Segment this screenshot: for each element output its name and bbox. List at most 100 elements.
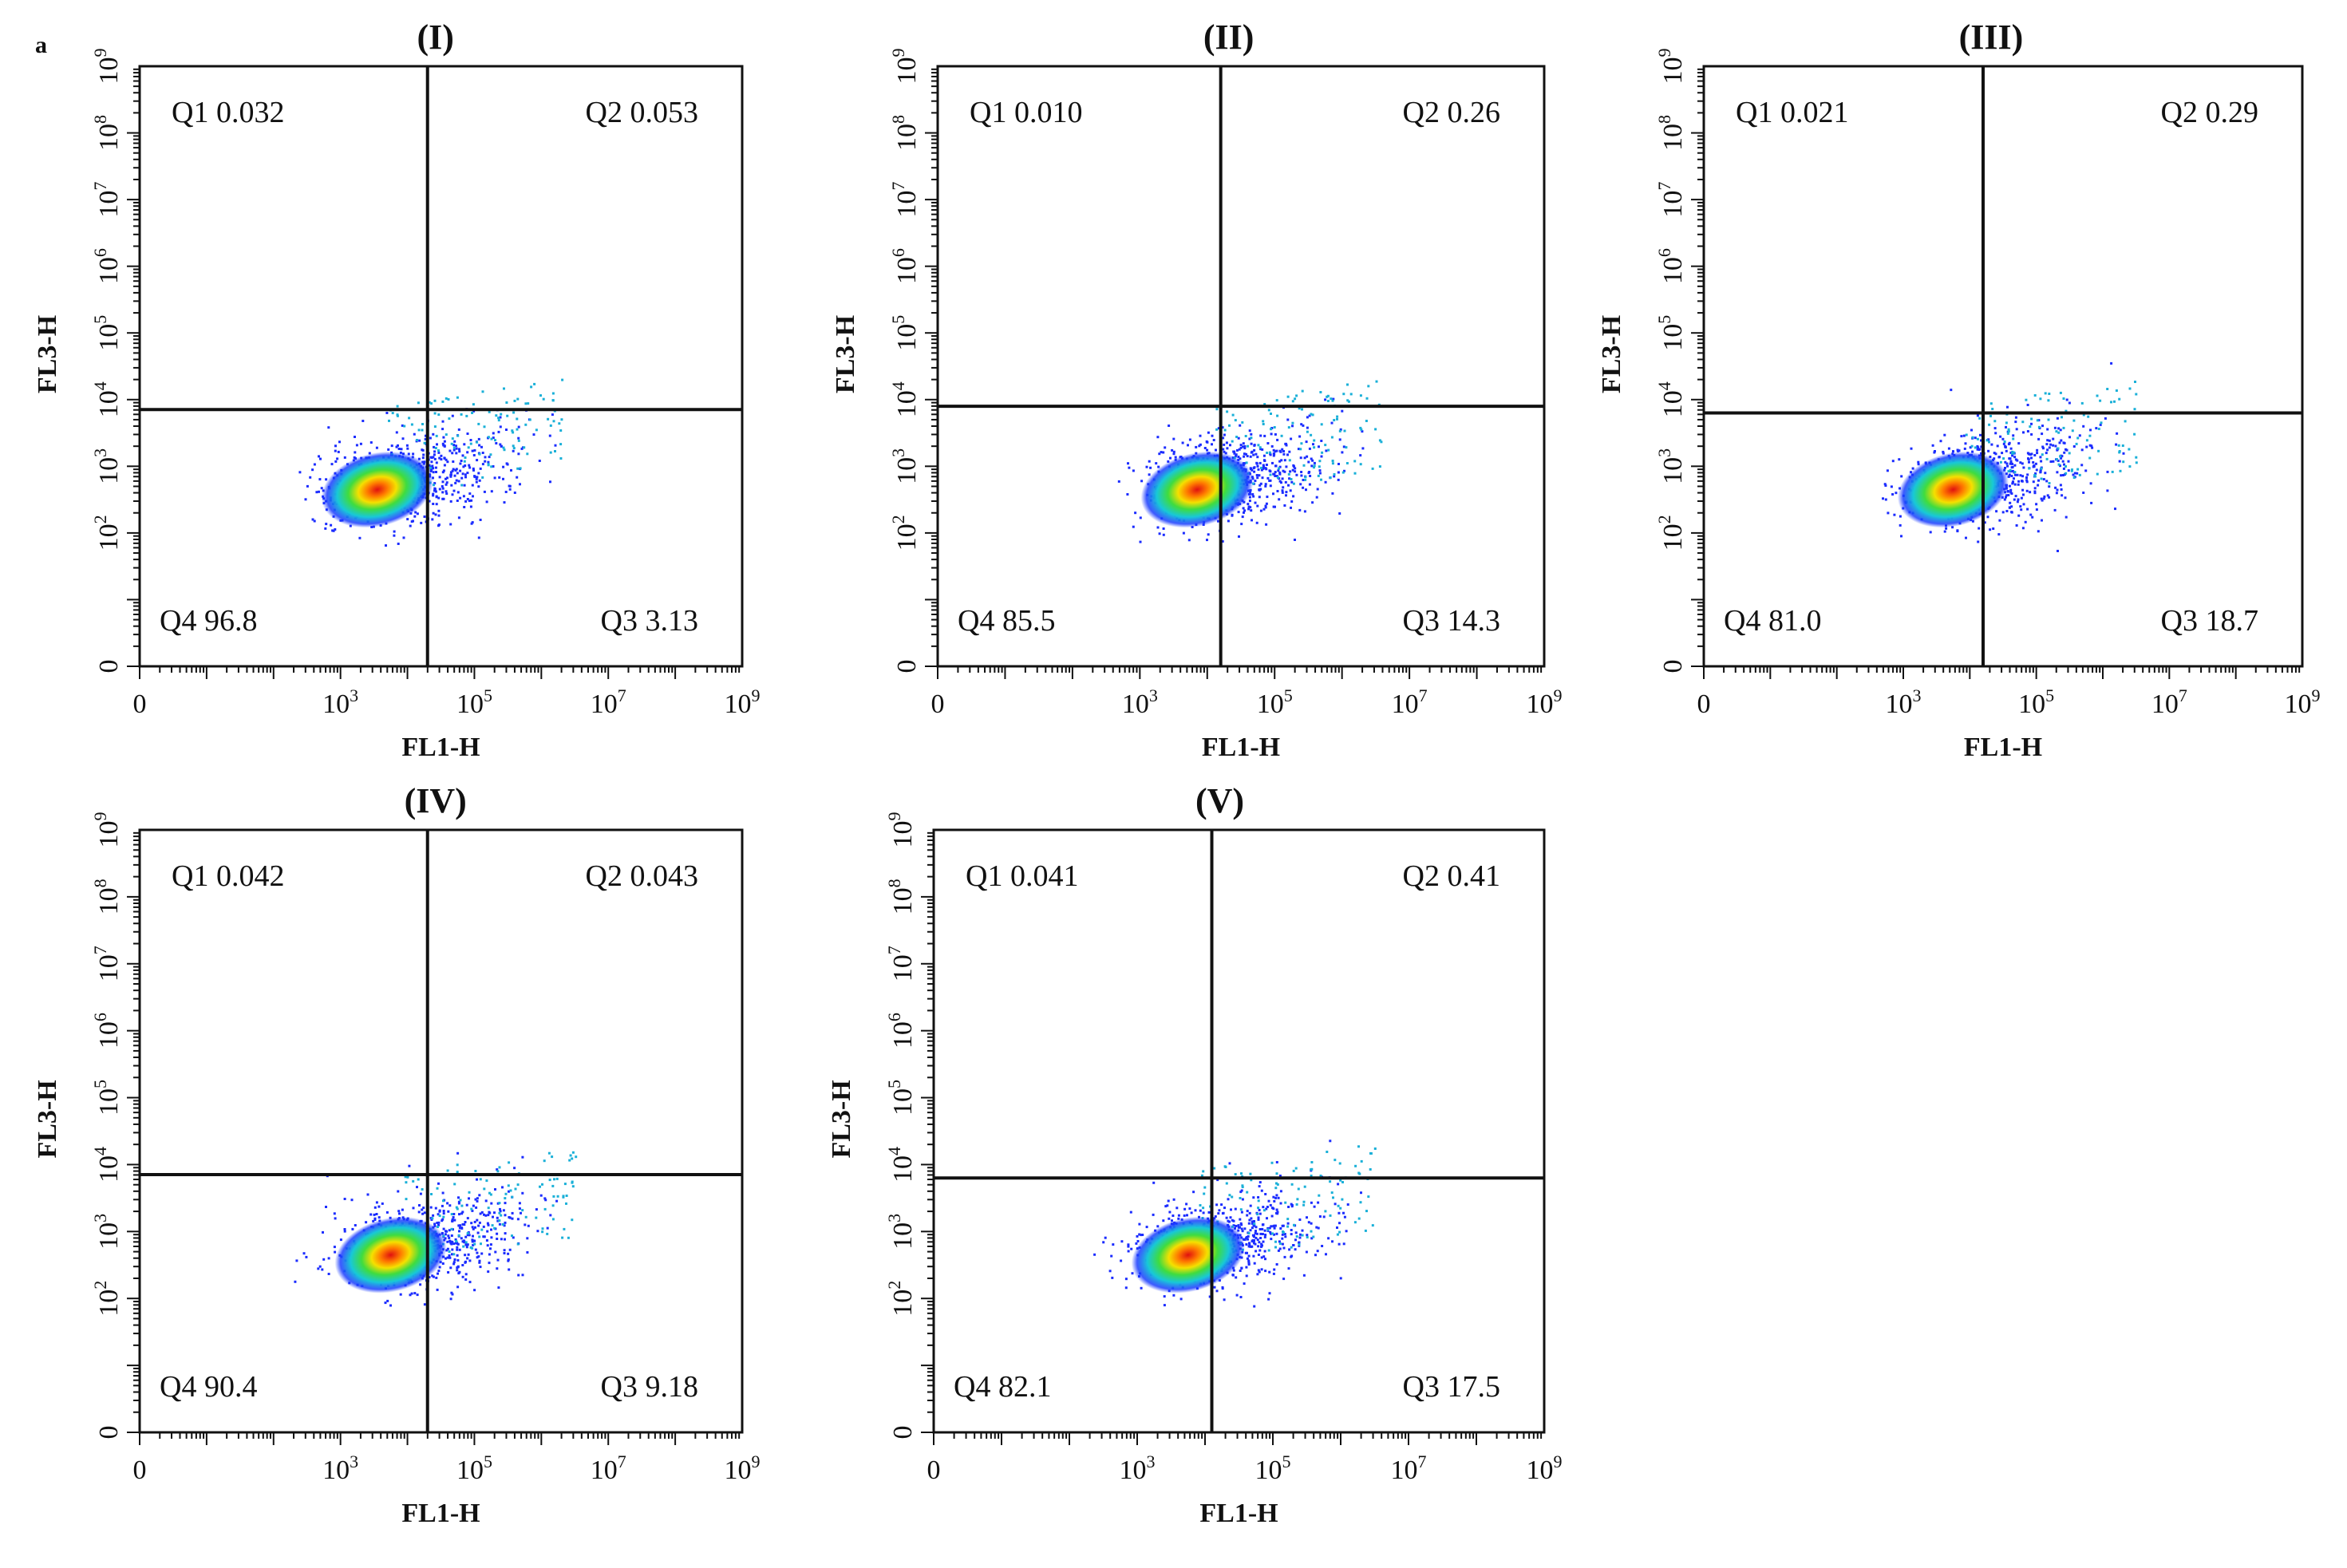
x-axis-label: FL1-H (401, 1499, 480, 1528)
x-tick-label: 109 (2285, 685, 2321, 719)
y-tick-label: 108 (90, 879, 124, 914)
y-tick-label: 105 (90, 315, 124, 351)
quadrant-q3-label: Q3 14.3 (1403, 604, 1500, 638)
y-tick-label: 105 (888, 315, 922, 351)
x-tick-label: 105 (456, 685, 492, 719)
x-tick-label: 105 (2018, 685, 2054, 719)
y-tick-label: 106 (90, 248, 124, 284)
x-tick-label: 0 (927, 1455, 941, 1485)
cluster-density (1131, 1216, 1245, 1294)
event-dots (1117, 380, 1385, 543)
cluster-density (321, 451, 433, 528)
quadrant-q1-label: Q1 0.010 (970, 96, 1082, 129)
y-tick-label: 107 (1654, 182, 1688, 218)
y-tick-label: 102 (888, 515, 922, 551)
y-tick-label: 108 (90, 115, 124, 151)
y-tick-label: 107 (884, 946, 918, 981)
y-tick-label: 105 (884, 1080, 918, 1116)
x-axis-label: FL1-H (1964, 733, 2042, 762)
plot-frame (138, 828, 744, 1434)
quadrant-q4-label: Q4 85.5 (958, 604, 1055, 638)
y-tick-label: 106 (1654, 248, 1688, 284)
y-tick-label: 102 (1654, 515, 1688, 551)
quadrant-q2-label: Q2 0.043 (586, 859, 698, 893)
x-tick-label: 107 (2151, 685, 2187, 719)
y-tick-label: 109 (1654, 49, 1688, 85)
x-tick-label: 105 (456, 1451, 492, 1485)
quadrant-q4-label: Q4 90.4 (160, 1370, 257, 1404)
y-tick-label: 109 (888, 49, 922, 85)
y-tick-label: 103 (90, 448, 124, 484)
quadrant-q2-label: Q2 0.41 (1403, 859, 1500, 893)
y-tick-label: 107 (888, 182, 922, 218)
x-axis-label: FL1-H (1199, 1499, 1278, 1528)
cluster-density (334, 1216, 447, 1294)
y-axis-label: FL3-H (33, 1080, 62, 1158)
panel-title: (IV) (405, 781, 467, 820)
x-tick-label: 107 (591, 1451, 626, 1485)
facs-panel-3: 0 103 105 107 109 0 102 103 104 105 106 107 108 109 FL… (1597, 18, 2321, 762)
quadrant-q3-label: Q3 18.7 (2161, 604, 2258, 638)
y-tick-label: 102 (90, 515, 124, 551)
x-tick-label: 103 (322, 1451, 358, 1485)
y-tick-label: 104 (90, 1147, 124, 1183)
plot-frame (932, 828, 1546, 1434)
x-tick-label: 0 (931, 689, 945, 719)
y-tick-label: 103 (888, 448, 922, 484)
x-tick-label: 105 (1255, 1451, 1291, 1485)
panel-title: (V) (1195, 781, 1244, 820)
y-tick-label: 0 (1658, 660, 1688, 673)
y-tick-label: 106 (90, 1013, 124, 1049)
x-tick-label: 0 (133, 689, 147, 719)
x-tick-label: 107 (591, 685, 626, 719)
x-tick-label: 0 (133, 1455, 147, 1485)
y-tick-label: 107 (90, 182, 124, 218)
y-tick-label: 108 (888, 115, 922, 151)
y-tick-label: 109 (884, 812, 918, 848)
y-tick-label: 0 (94, 1426, 124, 1440)
plot-frame (936, 65, 1546, 668)
quadrant-q2-label: Q2 0.26 (1403, 96, 1500, 129)
quadrant-q3-label: Q3 3.13 (601, 604, 698, 638)
panel-title: (II) (1203, 18, 1254, 57)
quadrant-q1-label: Q1 0.042 (172, 859, 284, 893)
quadrant-q1-label: Q1 0.032 (172, 96, 284, 129)
facs-panel-5: 0 103 105 107 109 0 102 103 104 105 106 107 108 109 FL… (827, 781, 1563, 1528)
y-tick-label: 103 (1654, 448, 1688, 484)
y-tick-label: 109 (90, 49, 124, 85)
y-tick-label: 103 (90, 1214, 124, 1250)
panel-title: (III) (1959, 18, 2024, 57)
x-tick-label: 105 (1257, 685, 1293, 719)
y-tick-label: 0 (892, 660, 922, 673)
x-tick-label: 103 (1122, 685, 1158, 719)
y-tick-label: 0 (888, 1426, 918, 1440)
quadrant-q4-label: Q4 82.1 (954, 1370, 1051, 1404)
x-tick-label: 109 (1527, 685, 1563, 719)
plot-frame (138, 65, 744, 668)
facs-panel-1: 0 103 105 107 109 0 102 103 104 105 106 107 108 109 FL… (33, 18, 761, 762)
x-tick-label: 107 (1392, 685, 1428, 719)
x-axis-label: FL1-H (1202, 733, 1280, 762)
y-tick-label: 104 (888, 381, 922, 417)
y-tick-label: 108 (1654, 115, 1688, 151)
y-tick-label: 0 (94, 660, 124, 673)
facs-panel-2: 0 103 105 107 109 0 102 103 104 105 106 107 108 109 FL… (831, 18, 1563, 762)
y-tick-label: 105 (90, 1080, 124, 1116)
y-tick-label: 107 (90, 946, 124, 981)
y-axis-label: FL3-H (33, 315, 62, 393)
y-tick-label: 104 (90, 381, 124, 417)
facs-panel-4: 0 103 105 107 109 0 102 103 104 105 106 107 108 109 FL… (33, 781, 761, 1528)
x-tick-label: 109 (725, 1451, 761, 1485)
x-tick-label: 103 (322, 685, 358, 719)
x-tick-label: 107 (1391, 1451, 1427, 1485)
y-axis-label: FL3-H (831, 315, 860, 393)
cluster-density (1897, 451, 2009, 528)
quadrant-q3-label: Q3 9.18 (601, 1370, 698, 1404)
plot-frame (1702, 65, 2304, 668)
figure-corner-label: a (35, 32, 47, 58)
y-tick-label: 104 (1654, 381, 1688, 417)
x-axis-label: FL1-H (401, 733, 480, 762)
x-tick-label: 109 (725, 685, 761, 719)
quadrant-q3-label: Q3 17.5 (1403, 1370, 1500, 1404)
